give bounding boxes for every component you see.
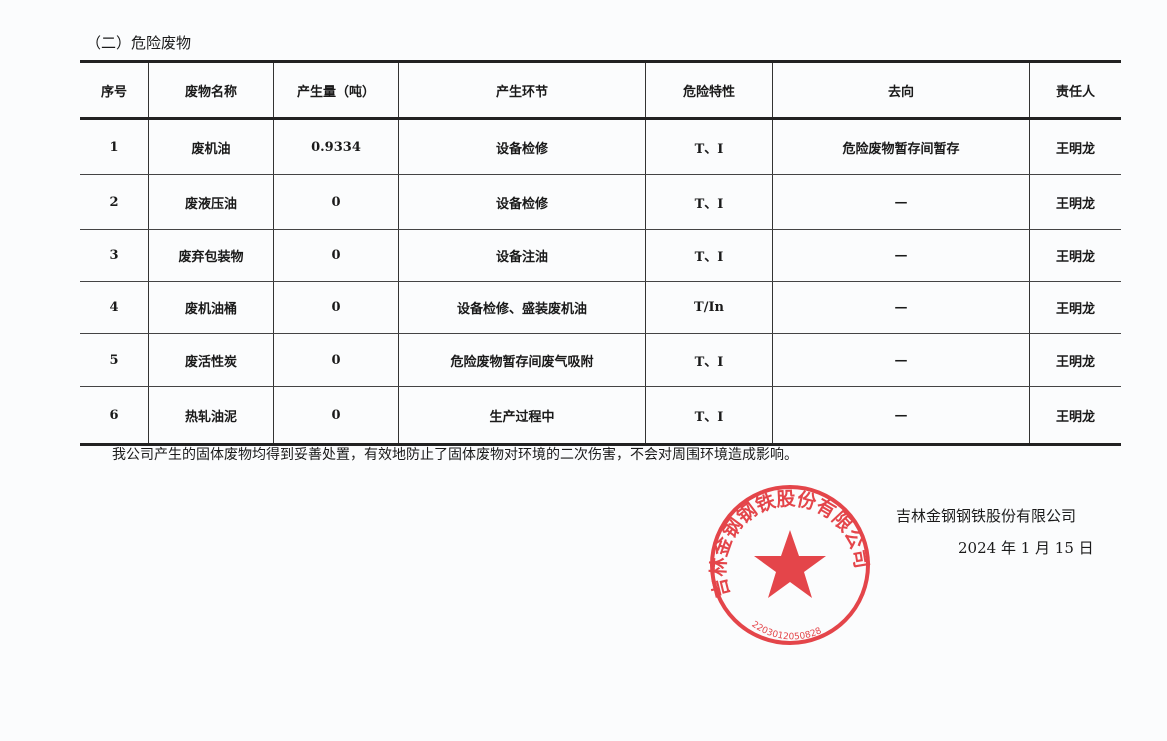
table-cell: — (772, 174, 1030, 230)
col-header: 危险特性 (645, 60, 773, 120)
table-cell: 设备检修 (398, 118, 646, 175)
table-cell: 2 (80, 174, 149, 230)
col-header: 产生量（吨） (273, 60, 399, 120)
table-cell: 3 (80, 229, 149, 282)
table-cell: 设备检修、盛装废机油 (398, 281, 646, 334)
table-row: 1 废机油 0.9334 设备检修 T、I 危险废物暂存间暂存 王明龙 (80, 118, 1121, 175)
table-cell: T、I (645, 333, 773, 387)
table-cell: 热轧油泥 (148, 386, 274, 446)
table-cell: — (772, 333, 1030, 387)
table-cell: 废机油桶 (148, 281, 274, 334)
disposal-note: 我公司产生的固体废物均得到妥善处置，有效地防止了固体废物对环境的二次伤害，不会对… (112, 447, 798, 463)
table-cell: 废液压油 (148, 174, 274, 230)
company-seal: 吉林金钢钢铁股份有限公司 2203012050828 (707, 485, 872, 645)
table-cell: 0 (273, 229, 399, 282)
table-cell: 6 (80, 386, 149, 446)
table-cell: T、I (645, 229, 773, 282)
hazardous-waste-table: 序号 废物名称 产生量（吨） 产生环节 危险特性 去向 责任人 1 废机油 0.93… (80, 60, 1121, 446)
table-cell: 王明龙 (1029, 333, 1121, 387)
table-cell: 危险废物暂存间废气吸附 (398, 333, 646, 387)
table-cell: 王明龙 (1029, 118, 1121, 175)
table-cell: T、I (645, 174, 773, 230)
table-cell: 1 (80, 118, 149, 175)
table-cell: 0 (273, 333, 399, 387)
table-cell: 4 (80, 281, 149, 334)
table-cell: 王明龙 (1029, 229, 1121, 282)
table-cell: 设备注油 (398, 229, 646, 282)
table-row: 6 热轧油泥 0 生产过程中 T、I — 王明龙 (80, 386, 1121, 446)
table-cell: 设备检修 (398, 174, 646, 230)
table-cell: 王明龙 (1029, 281, 1121, 334)
table-cell: — (772, 229, 1030, 282)
col-header: 产生环节 (398, 60, 646, 120)
table-cell: — (772, 281, 1030, 334)
signature-date: 2024 年 1 月 15 日 (958, 539, 1094, 557)
table-cell: T/In (645, 281, 773, 334)
table-cell: 王明龙 (1029, 174, 1121, 230)
table-row: 2 废液压油 0 设备检修 T、I — 王明龙 (80, 174, 1121, 230)
table-cell: 王明龙 (1029, 386, 1121, 446)
table-cell: — (772, 386, 1030, 446)
table-row: 4 废机油桶 0 设备检修、盛装废机油 T/In — 王明龙 (80, 281, 1121, 334)
table-cell: 废弃包装物 (148, 229, 274, 282)
table-row: 5 废活性炭 0 危险废物暂存间废气吸附 T、I — 王明龙 (80, 333, 1121, 387)
col-header: 序号 (80, 60, 149, 120)
table-header-row: 序号 废物名称 产生量（吨） 产生环节 危险特性 去向 责任人 (80, 60, 1121, 120)
table-cell: 废活性炭 (148, 333, 274, 387)
table-cell: 5 (80, 333, 149, 387)
table-cell: 0.9334 (273, 118, 399, 175)
col-header: 去向 (772, 60, 1030, 120)
table-cell: 0 (273, 281, 399, 334)
table-cell: T、I (645, 386, 773, 446)
star-icon (754, 530, 826, 598)
col-header: 责任人 (1029, 60, 1121, 120)
table-cell: 0 (273, 174, 399, 230)
company-name: 吉林金钢钢铁股份有限公司 (896, 507, 1077, 525)
col-header: 废物名称 (148, 60, 274, 120)
table-row: 3 废弃包装物 0 设备注油 T、I — 王明龙 (80, 229, 1121, 282)
table-cell: 生产过程中 (398, 386, 646, 446)
table-cell: 危险废物暂存间暂存 (772, 118, 1030, 175)
table-cell: 0 (273, 386, 399, 446)
table-cell: T、I (645, 118, 773, 175)
table-cell: 废机油 (148, 118, 274, 175)
section-title: （二）危险废物 (86, 34, 192, 52)
